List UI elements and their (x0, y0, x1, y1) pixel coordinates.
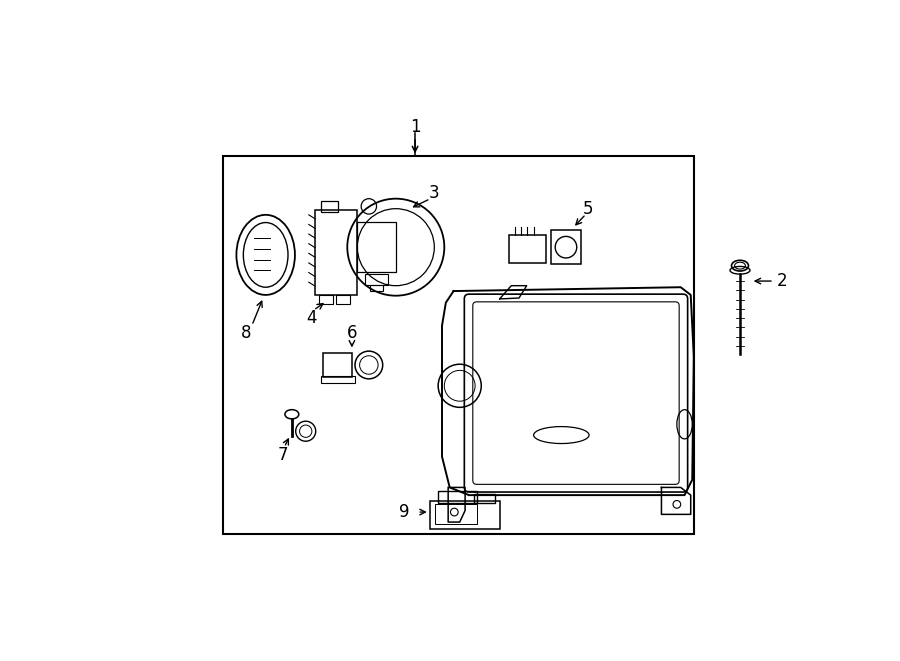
Text: 3: 3 (429, 184, 439, 202)
Bar (438, 491, 477, 503)
Bar (371, 285, 382, 291)
Text: 1: 1 (410, 118, 420, 136)
Bar (473, 494, 495, 503)
Text: 2: 2 (777, 272, 788, 290)
Bar (319, 295, 333, 304)
Bar (365, 274, 388, 285)
Bar (430, 501, 500, 529)
Bar (336, 295, 349, 304)
Text: 9: 9 (400, 503, 410, 521)
Bar (315, 210, 357, 295)
Bar (321, 201, 338, 212)
Bar (322, 353, 352, 377)
Bar (222, 156, 694, 533)
Text: 5: 5 (583, 200, 594, 217)
Text: 6: 6 (346, 325, 357, 342)
Bar (509, 235, 546, 262)
Text: 7: 7 (277, 446, 288, 464)
Text: 4: 4 (306, 309, 317, 327)
Bar (321, 375, 355, 383)
Bar (551, 230, 581, 264)
Text: 8: 8 (240, 325, 251, 342)
Bar (357, 222, 396, 272)
Bar (435, 504, 477, 524)
